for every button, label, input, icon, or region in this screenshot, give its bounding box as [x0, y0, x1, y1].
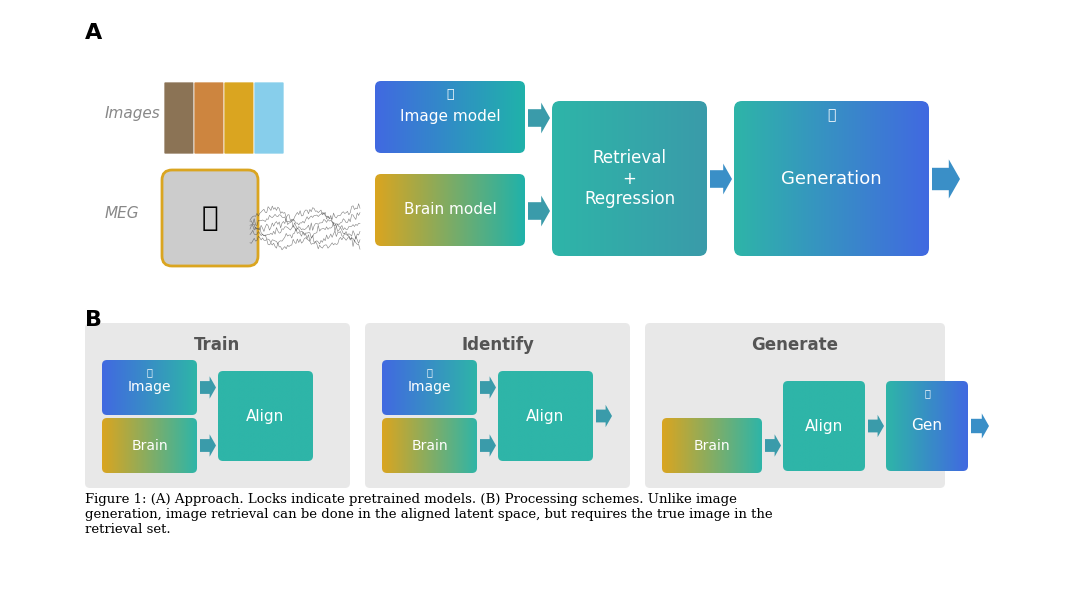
Text: 🔒: 🔒: [827, 108, 836, 122]
Polygon shape: [200, 434, 216, 457]
Polygon shape: [868, 415, 885, 437]
Text: B: B: [85, 310, 102, 330]
FancyBboxPatch shape: [224, 82, 254, 154]
FancyBboxPatch shape: [102, 418, 197, 473]
Text: Align: Align: [805, 419, 843, 434]
FancyBboxPatch shape: [645, 323, 945, 488]
Polygon shape: [480, 376, 496, 399]
Text: Brain: Brain: [131, 438, 167, 453]
FancyBboxPatch shape: [662, 418, 762, 473]
Polygon shape: [932, 160, 960, 199]
Text: Brain: Brain: [411, 438, 448, 453]
FancyBboxPatch shape: [194, 82, 224, 154]
FancyBboxPatch shape: [382, 360, 477, 415]
FancyBboxPatch shape: [375, 174, 525, 246]
Text: MEG: MEG: [105, 206, 139, 221]
Text: Brain: Brain: [693, 438, 730, 453]
Polygon shape: [596, 405, 612, 427]
FancyBboxPatch shape: [85, 323, 350, 488]
FancyBboxPatch shape: [382, 418, 477, 473]
FancyBboxPatch shape: [783, 381, 865, 471]
FancyBboxPatch shape: [552, 101, 707, 256]
Polygon shape: [710, 164, 732, 194]
Text: Image: Image: [408, 380, 451, 395]
Polygon shape: [971, 413, 989, 438]
Text: Generate: Generate: [752, 336, 838, 354]
Polygon shape: [480, 434, 496, 457]
Text: 🔒: 🔒: [147, 367, 152, 377]
Text: 🧠: 🧠: [202, 204, 218, 232]
Text: A: A: [85, 23, 103, 43]
FancyBboxPatch shape: [102, 360, 197, 415]
Text: 🔒: 🔒: [446, 88, 454, 101]
Text: Retrieval
+
Regression: Retrieval + Regression: [584, 149, 675, 208]
Polygon shape: [528, 103, 550, 133]
Text: 🔒: 🔒: [924, 388, 930, 398]
FancyBboxPatch shape: [254, 82, 284, 154]
FancyBboxPatch shape: [365, 323, 630, 488]
Text: Generation: Generation: [781, 169, 881, 188]
FancyBboxPatch shape: [375, 81, 525, 153]
Text: 🔒: 🔒: [427, 367, 432, 377]
FancyBboxPatch shape: [164, 82, 194, 154]
Text: Gen: Gen: [912, 419, 943, 434]
FancyBboxPatch shape: [218, 371, 313, 461]
FancyBboxPatch shape: [498, 371, 593, 461]
Circle shape: [172, 180, 248, 256]
FancyBboxPatch shape: [886, 381, 968, 471]
Polygon shape: [528, 196, 550, 227]
Text: Image model: Image model: [400, 109, 500, 124]
Text: Identify: Identify: [461, 336, 534, 354]
Text: Align: Align: [246, 408, 285, 423]
Polygon shape: [765, 434, 781, 457]
FancyBboxPatch shape: [734, 101, 929, 256]
Text: Align: Align: [526, 408, 565, 423]
Text: Brain model: Brain model: [404, 203, 497, 218]
Text: Image: Image: [127, 380, 172, 395]
Text: Figure 1: (A) Approach. Locks indicate pretrained models. (B) Processing schemes: Figure 1: (A) Approach. Locks indicate p…: [85, 493, 772, 536]
Text: Train: Train: [194, 336, 241, 354]
FancyBboxPatch shape: [162, 170, 258, 266]
Text: Images: Images: [105, 105, 161, 121]
Polygon shape: [200, 376, 216, 399]
